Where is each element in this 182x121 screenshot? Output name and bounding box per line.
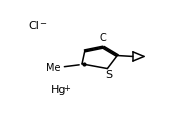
Text: Me: Me bbox=[46, 63, 61, 73]
Text: −: − bbox=[39, 19, 46, 28]
Text: +: + bbox=[63, 84, 70, 93]
Text: Cl: Cl bbox=[28, 21, 39, 31]
Text: Hg: Hg bbox=[51, 85, 66, 95]
Text: S: S bbox=[105, 70, 112, 80]
Text: C: C bbox=[99, 33, 106, 43]
